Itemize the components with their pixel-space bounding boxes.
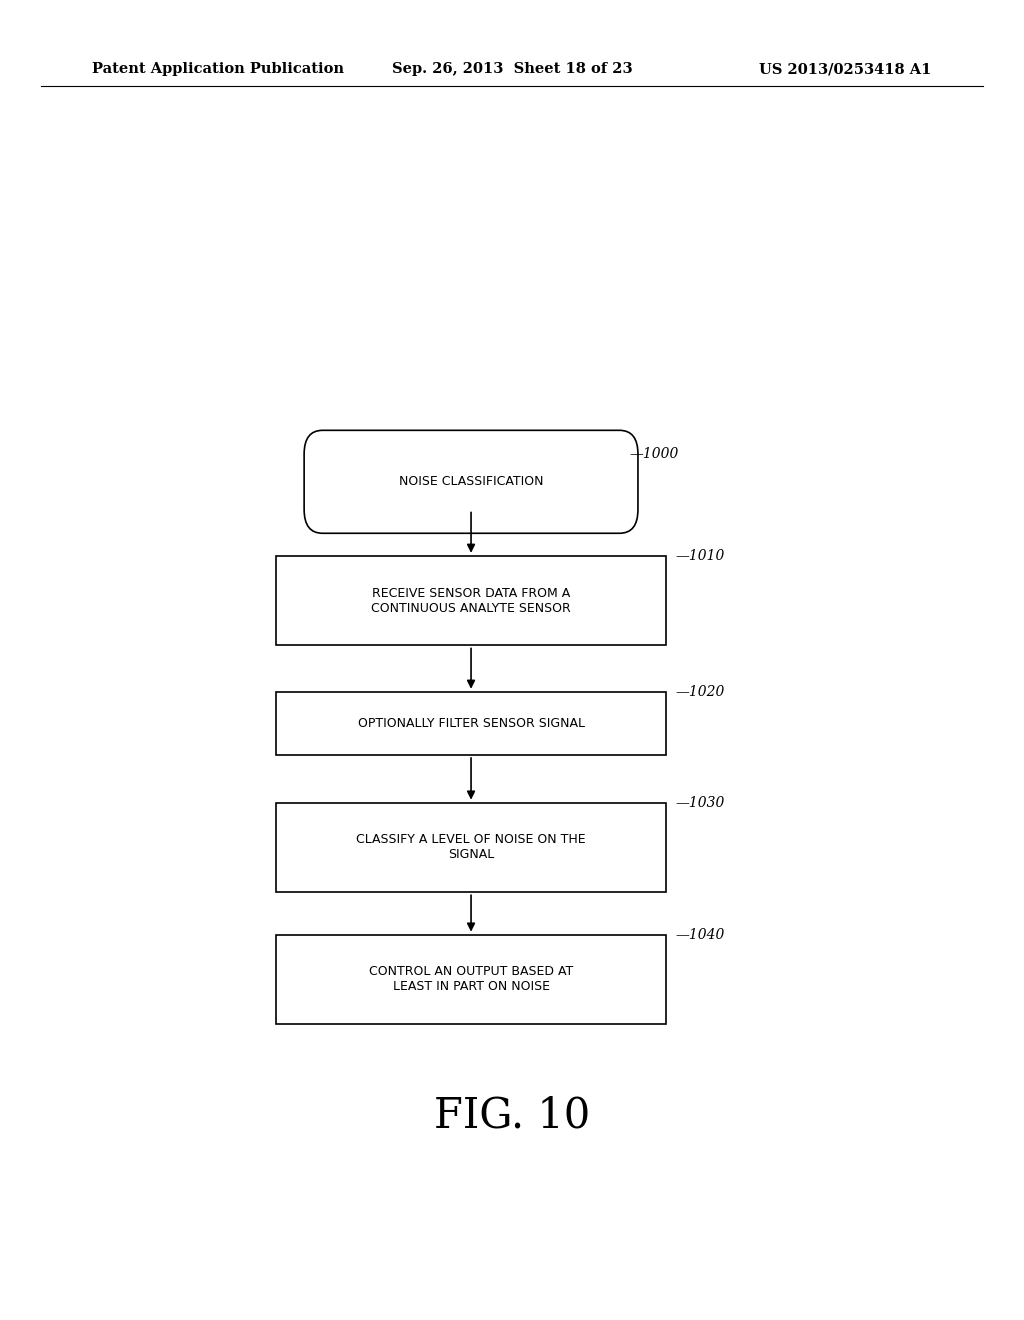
- FancyBboxPatch shape: [304, 430, 638, 533]
- FancyBboxPatch shape: [276, 692, 666, 755]
- FancyBboxPatch shape: [276, 935, 666, 1024]
- Text: —1010: —1010: [676, 549, 725, 564]
- Text: FIG. 10: FIG. 10: [434, 1094, 590, 1137]
- Text: CONTROL AN OUTPUT BASED AT
LEAST IN PART ON NOISE: CONTROL AN OUTPUT BASED AT LEAST IN PART…: [369, 965, 573, 994]
- Text: OPTIONALLY FILTER SENSOR SIGNAL: OPTIONALLY FILTER SENSOR SIGNAL: [357, 717, 585, 730]
- Text: —1030: —1030: [676, 796, 725, 810]
- Text: —1020: —1020: [676, 685, 725, 700]
- Text: —1000: —1000: [630, 447, 679, 462]
- Text: Sep. 26, 2013  Sheet 18 of 23: Sep. 26, 2013 Sheet 18 of 23: [392, 62, 632, 77]
- Text: Patent Application Publication: Patent Application Publication: [92, 62, 344, 77]
- Text: US 2013/0253418 A1: US 2013/0253418 A1: [760, 62, 932, 77]
- Text: NOISE CLASSIFICATION: NOISE CLASSIFICATION: [398, 475, 544, 488]
- Text: RECEIVE SENSOR DATA FROM A
CONTINUOUS ANALYTE SENSOR: RECEIVE SENSOR DATA FROM A CONTINUOUS AN…: [371, 586, 571, 615]
- Text: CLASSIFY A LEVEL OF NOISE ON THE
SIGNAL: CLASSIFY A LEVEL OF NOISE ON THE SIGNAL: [356, 833, 586, 862]
- Text: —1040: —1040: [676, 928, 725, 942]
- FancyBboxPatch shape: [276, 556, 666, 645]
- FancyBboxPatch shape: [276, 803, 666, 892]
